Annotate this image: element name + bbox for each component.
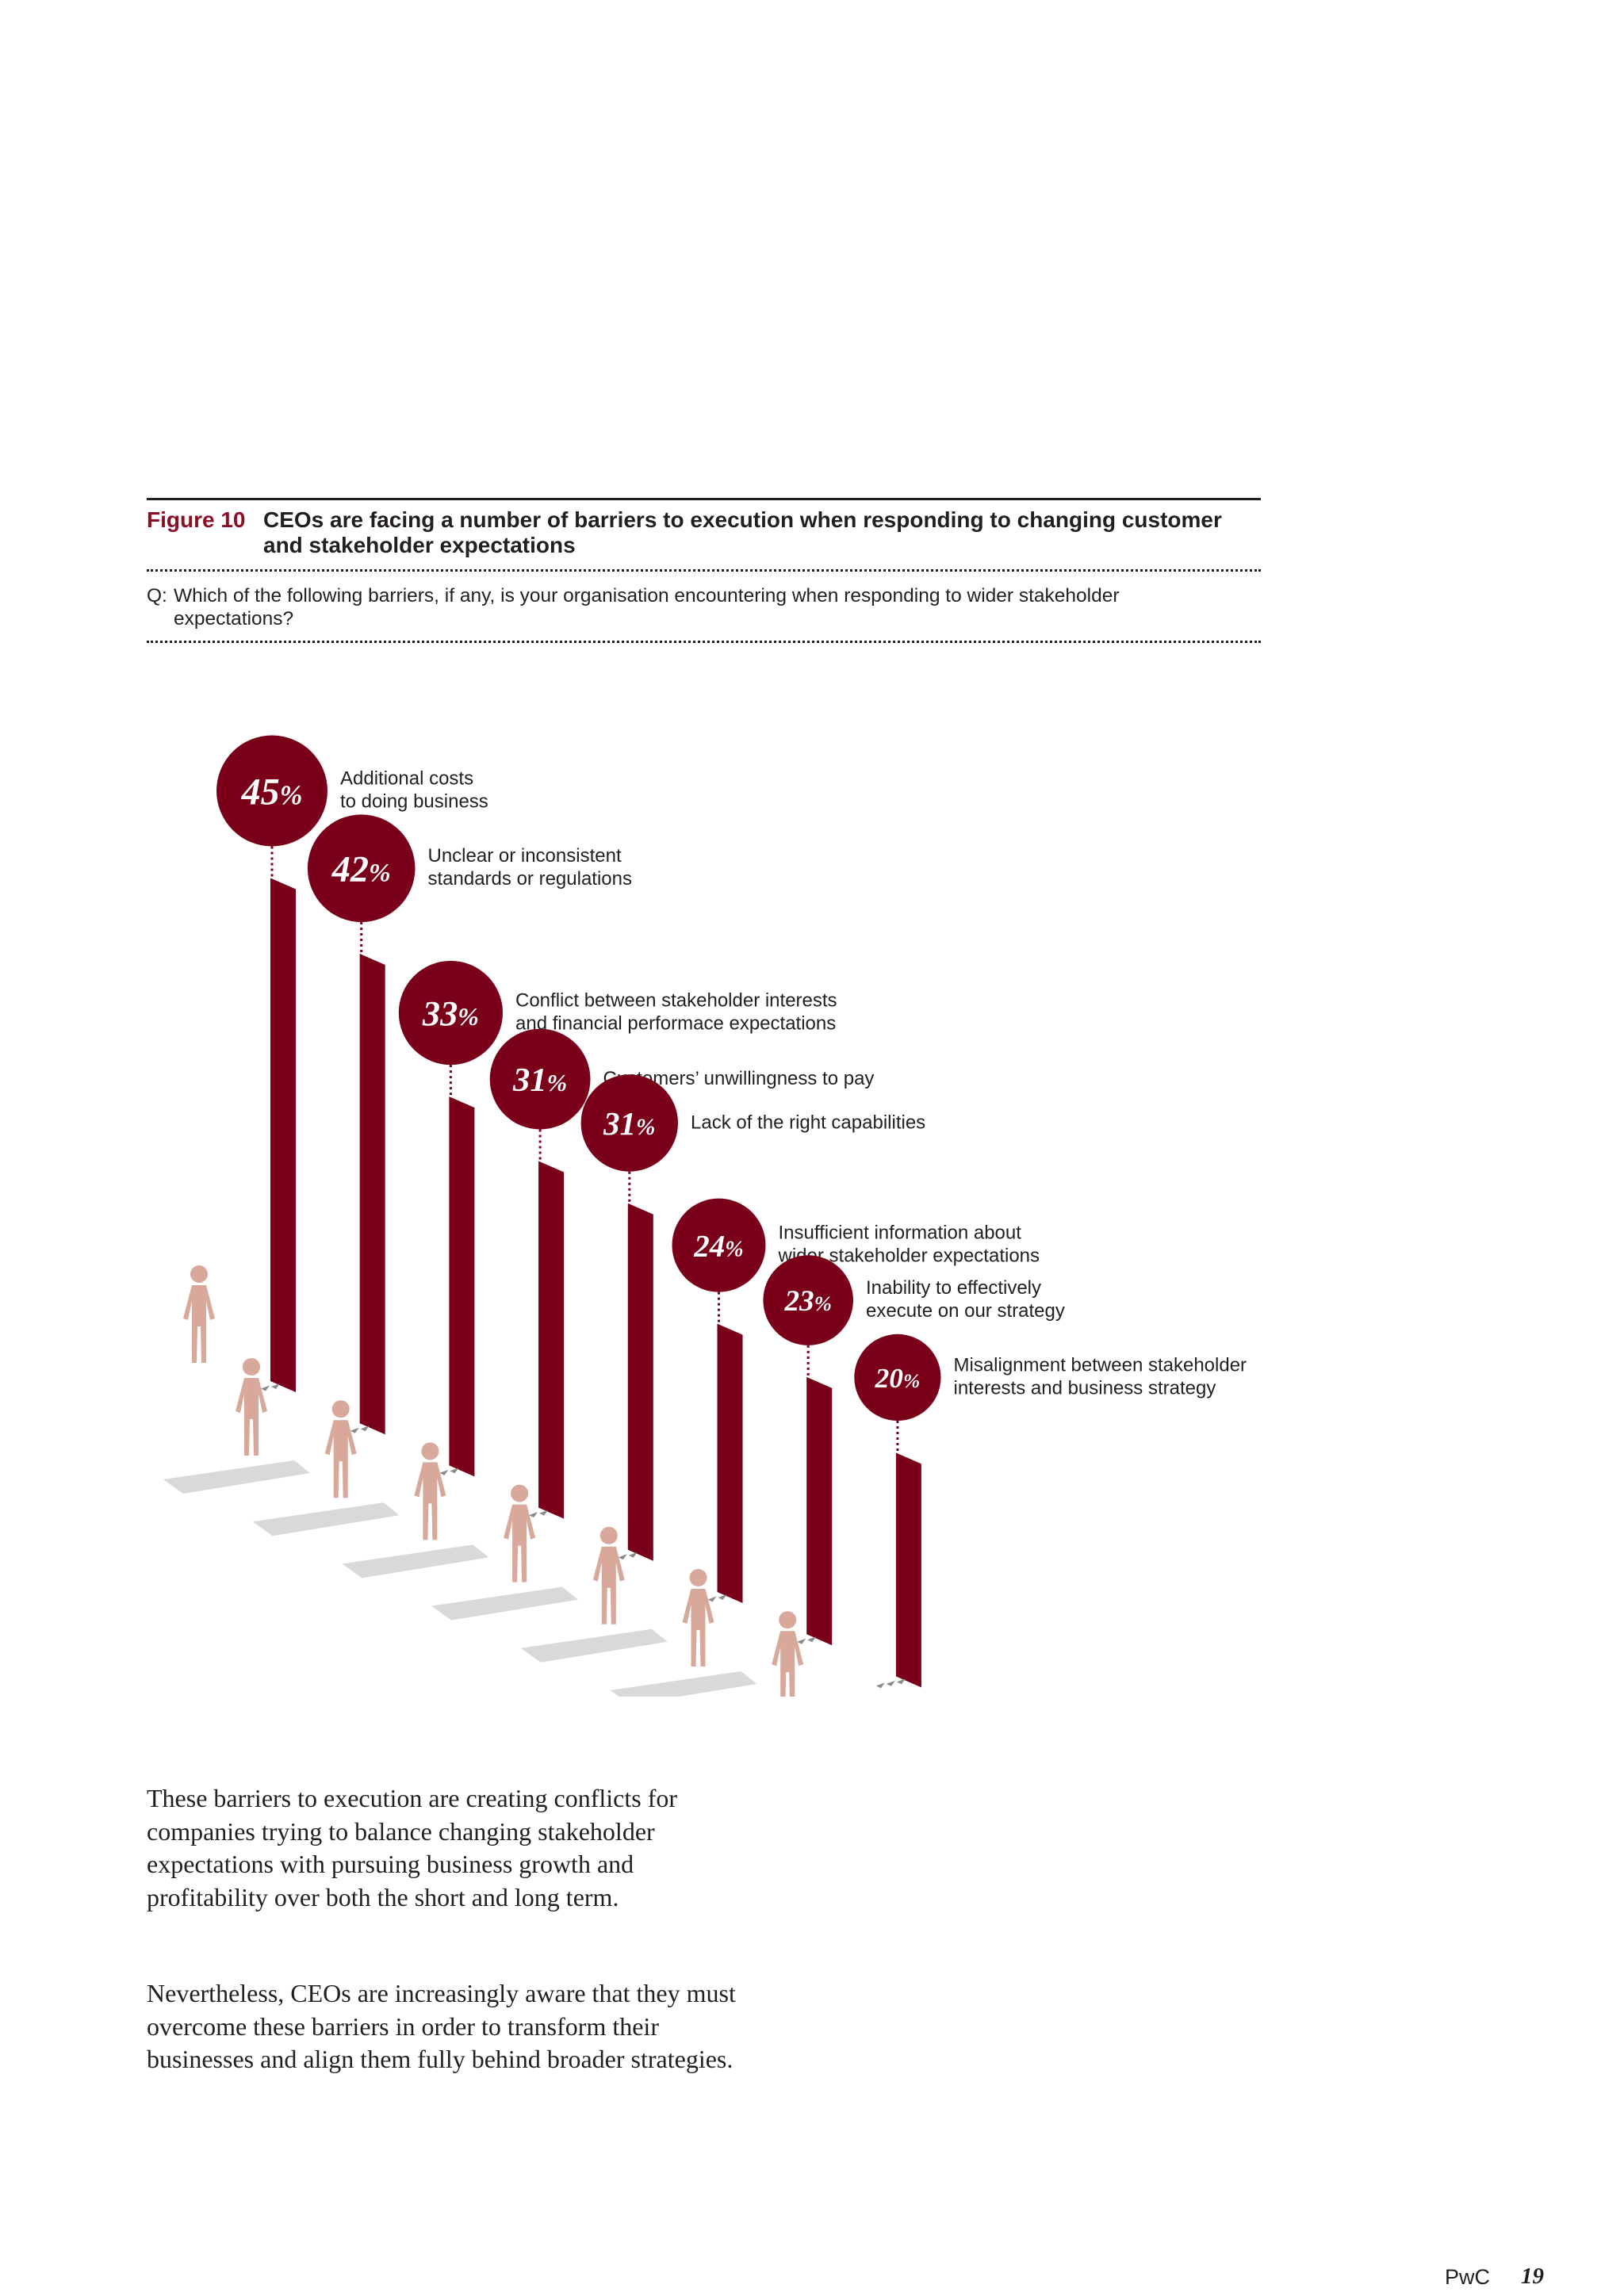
floor-tile-2 [252, 1502, 400, 1536]
person-body [183, 1285, 215, 1363]
body-paragraph-2: Nevertheless, CEOs are increasingly awar… [147, 1979, 736, 2073]
arrow-mark [628, 1552, 638, 1558]
bar-1 [270, 878, 296, 1392]
value-bubble-6 [672, 1198, 766, 1292]
arrow-mark [896, 1678, 906, 1685]
floor-tile-1 [163, 1460, 310, 1494]
figure-top-rule [147, 498, 1261, 500]
person-head [190, 1265, 208, 1283]
person-body [236, 1378, 267, 1456]
question-prefix: Q: [147, 585, 167, 607]
body-paragraph-1: These barriers to execution are creating… [147, 1784, 678, 1911]
value-bubble-7 [763, 1255, 853, 1345]
arrow-mark [807, 1636, 817, 1643]
arrow-mark [439, 1469, 449, 1475]
person-head [331, 1400, 350, 1418]
bar-5 [627, 1203, 653, 1561]
value-bubble-2 [307, 814, 416, 922]
bar-7 [806, 1376, 833, 1646]
bar-8 [895, 1452, 921, 1688]
person-figure-2 [324, 1400, 357, 1498]
arrow-mark [450, 1468, 459, 1474]
arrow-mark [539, 1510, 549, 1516]
value-label-5: 31% [603, 1106, 655, 1142]
arrow-mark [529, 1512, 538, 1518]
arrow-mark [797, 1638, 806, 1644]
person-figure-5 [592, 1526, 625, 1624]
value-label-6: 24% [693, 1229, 743, 1263]
value-label-8: 20% [875, 1362, 921, 1394]
arrow-mark [350, 1427, 359, 1433]
question-text: Which of the following barriers, if any,… [174, 585, 1120, 629]
value-bubble-4 [489, 1028, 591, 1130]
arrow-mark [360, 1425, 370, 1432]
figure-dotted-rule-1 [147, 569, 1261, 572]
person-head [779, 1611, 797, 1629]
value-label-3: 33% [422, 993, 479, 1033]
category-label-3: Conflict between stakeholder interests an… [515, 990, 837, 1035]
arrow-marks-8 [875, 1678, 906, 1689]
person-head [421, 1442, 439, 1460]
person-figure-6 [682, 1569, 714, 1667]
value-bubble-5 [580, 1074, 678, 1172]
value-label-1: 45% [241, 771, 303, 813]
value-label-4: 31% [512, 1062, 567, 1099]
floor-tile-6 [610, 1671, 757, 1697]
value-label-2: 42% [331, 848, 391, 889]
arrow-mark [707, 1596, 717, 1602]
figure-label: Figure 10 [147, 507, 246, 532]
category-label-5: Lack of the right capabilities [691, 1112, 925, 1134]
person-figure-0 [183, 1265, 215, 1363]
value-label-7: 23% [783, 1285, 831, 1318]
footer-brand: PwC [1445, 2265, 1491, 2289]
person-figure-3 [414, 1442, 446, 1540]
arrow-mark [718, 1594, 727, 1600]
arrow-mark [886, 1680, 895, 1686]
category-label-2: Unclear or inconsistent standards or regu… [428, 845, 632, 890]
person-body [504, 1504, 536, 1582]
person-figure-4 [504, 1484, 536, 1582]
person-body [414, 1462, 446, 1540]
category-label-1: Additional costs to doing business [340, 768, 488, 813]
arrow-mark [261, 1385, 270, 1391]
person-figure-7 [772, 1611, 804, 1697]
value-bubble-1 [216, 735, 327, 847]
value-bubble-8 [854, 1334, 941, 1421]
figure-dotted-rule-2 [147, 641, 1261, 643]
person-body [682, 1589, 714, 1667]
arrow-mark [875, 1682, 885, 1689]
floor-tile-4 [431, 1586, 579, 1621]
floor-tile-3 [342, 1544, 489, 1578]
page-number: 19 [1521, 2263, 1544, 2289]
bar-6 [717, 1323, 743, 1603]
arrow-mark [271, 1383, 280, 1389]
bar-2 [359, 954, 385, 1435]
bar-4 [538, 1161, 565, 1519]
person-body [324, 1420, 357, 1498]
person-head [689, 1569, 707, 1586]
value-bubble-3 [398, 960, 503, 1066]
bar-3 [449, 1096, 475, 1477]
category-label-8: Misalignment between stakeholder interest… [954, 1354, 1247, 1399]
person-figure-1 [236, 1358, 267, 1456]
arrow-mark [618, 1554, 627, 1560]
person-head [511, 1484, 529, 1502]
person-head [599, 1526, 618, 1544]
person-head [243, 1358, 260, 1376]
barrier-chart: 45% Additional costs to doing business 42% U… [163, 735, 1247, 1697]
person-body [772, 1631, 804, 1697]
figure-title: CEOs are facing a number of barriers to … [263, 507, 1222, 557]
person-body [592, 1546, 625, 1624]
floor-tile-5 [520, 1628, 668, 1663]
category-label-7: Inability to effectively execute on our s… [866, 1277, 1065, 1322]
